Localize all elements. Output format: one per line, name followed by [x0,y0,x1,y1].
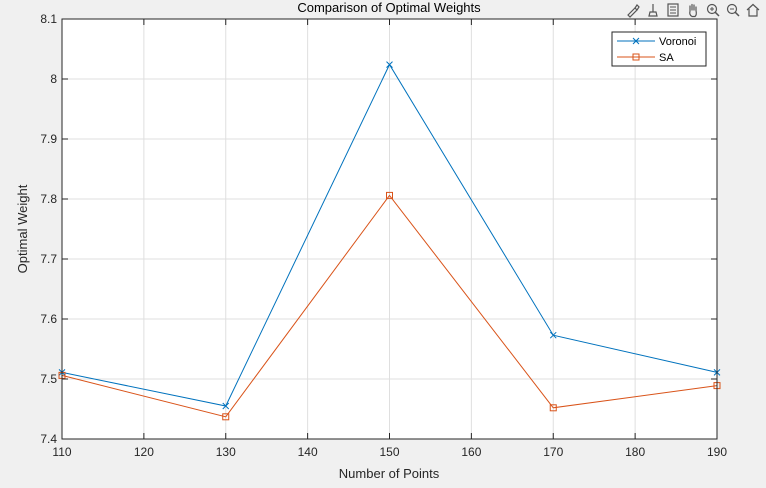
y-tick-label: 7.5 [40,372,57,386]
x-tick-label: 140 [298,445,318,459]
legend[interactable]: Voronoi SA [611,31,707,67]
x-tick-label: 130 [216,445,236,459]
legend-marker-sa [632,53,640,61]
pan-icon[interactable] [684,1,702,19]
axes-toolbar [624,0,762,20]
x-tick-label: 180 [625,445,645,459]
legend-label-sa: SA [659,52,674,64]
data-point-voronoi[interactable] [386,61,393,68]
x-tick-label: 150 [379,445,399,459]
ticks: 110 120 130 140 150 160 170 180 190 7.4 7.5 7.6 7.7 7… [40,12,727,459]
x-tick-label: 160 [461,445,481,459]
data-point-sa[interactable] [549,404,557,412]
series-line-sa [61,194,718,418]
data-point-voronoi[interactable] [222,402,230,410]
legend-label-voronoi: Voronoi [659,36,696,48]
legend-toggle-icon[interactable] [664,1,682,19]
y-axis-label: Optimal Weight [15,184,30,273]
data-tip-icon[interactable] [644,1,662,19]
y-tick-label: 7.4 [40,432,57,446]
y-tick-label: 7.7 [40,252,57,266]
y-tick-label: 7.8 [40,192,57,206]
x-tick-label: 170 [543,445,563,459]
x-tick-label: 190 [707,445,727,459]
y-tick-label: 7.9 [40,132,57,146]
data-point-sa[interactable] [222,413,230,421]
x-axis-label: Number of Points [339,466,440,481]
legend-box [611,31,707,67]
home-icon[interactable] [744,1,762,19]
y-tick-label: 8 [50,72,57,86]
y-tick-label: 7.6 [40,312,57,326]
data-point-sa[interactable] [386,191,393,199]
zoom-in-icon[interactable] [704,1,722,19]
zoom-out-icon[interactable] [724,1,742,19]
data-point-voronoi[interactable] [549,331,557,339]
x-tick-label: 110 [52,445,71,459]
chart-title: Comparison of Optimal Weights [297,0,481,15]
x-tick-label: 120 [134,445,154,459]
y-tick-label: 8.1 [40,12,57,26]
legend-marker-voronoi [632,37,640,45]
brush-icon[interactable] [624,1,642,19]
